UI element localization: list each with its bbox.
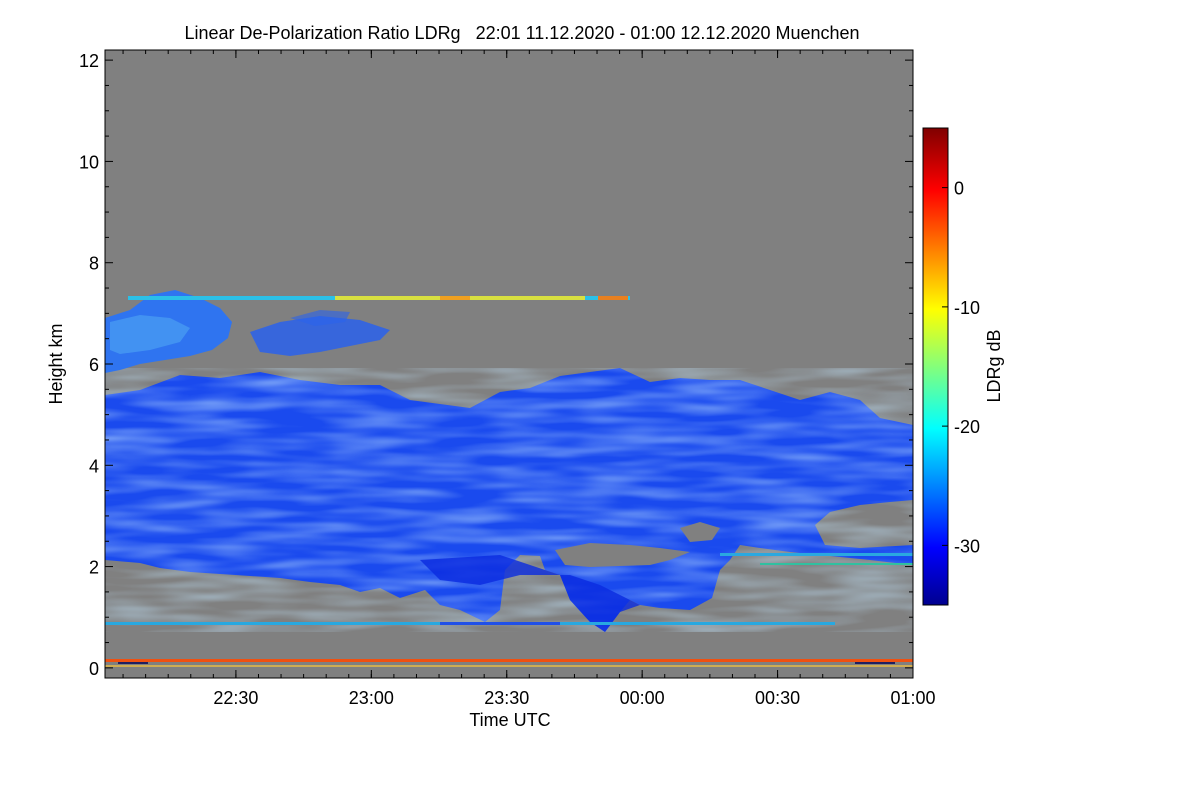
low-layer-dark [440, 622, 560, 625]
y-tick-label: 12 [79, 51, 99, 71]
x-tick-label: 22:30 [213, 688, 258, 708]
aerosol-layer-orange-2 [598, 296, 628, 300]
x-tick-label: 00:00 [620, 688, 665, 708]
upper-cloud-wisp-2 [290, 310, 350, 326]
plot-background [105, 50, 913, 678]
x-axis: 22:30 23:00 23:30 00:00 00:30 01:00 [122, 50, 936, 708]
surface-dark-segment-2 [855, 662, 895, 664]
y-tick-label: 0 [89, 659, 99, 679]
x-tick-label: 00:30 [755, 688, 800, 708]
y-axis: 0 2 4 6 8 10 12 [79, 51, 913, 679]
y-tick-label: 6 [89, 355, 99, 375]
cloud-streak-texture [105, 368, 913, 632]
y-tick-label: 4 [89, 456, 99, 476]
y-tick-label: 8 [89, 254, 99, 274]
cloud-gap [555, 543, 690, 567]
aerosol-layer-orange [440, 296, 470, 300]
y-axis-label: Height km [46, 323, 66, 404]
colorbar-tick-label: -20 [954, 417, 980, 437]
colorbar-tick-label: -10 [954, 298, 980, 318]
x-axis-label: Time UTC [469, 710, 550, 730]
colorbar-tick-label: -30 [954, 536, 980, 556]
x-tick-label: 23:00 [349, 688, 394, 708]
colorbar-ticks: 0 -10 -20 -30 [942, 179, 980, 556]
right-mid-layer-2 [760, 563, 913, 565]
cloud-gap-right [680, 522, 720, 542]
chart-title: Linear De-Polarization Ratio LDRg 22:01 … [184, 23, 859, 43]
y-tick-label: 2 [89, 558, 99, 578]
surface-dark-segment [118, 662, 148, 664]
colorbar-label: LDRg dB [984, 329, 1004, 402]
near-surface-layer [105, 659, 913, 662]
x-tick-label: 23:30 [484, 688, 529, 708]
x-tick-label: 01:00 [890, 688, 935, 708]
near-surface-noise [105, 665, 913, 667]
colorbar-tick-label: 0 [954, 179, 964, 199]
colorbar [922, 127, 949, 606]
y-tick-label: 10 [79, 152, 99, 172]
cloud-dark-base [420, 555, 640, 632]
upper-cloud-core [110, 315, 190, 354]
upper-cloud-wisp [250, 316, 390, 356]
right-mid-layer [720, 553, 913, 556]
